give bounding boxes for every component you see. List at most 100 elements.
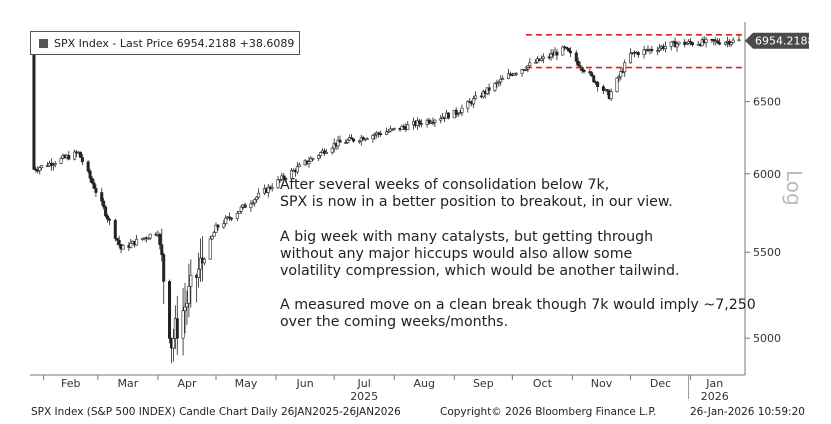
annotation-line-4: without any major hiccups would also all… (280, 246, 633, 262)
candle-body (295, 166, 299, 173)
candle-body (677, 41, 681, 45)
candle-body (197, 268, 201, 278)
candle-body (115, 238, 119, 241)
candle-body (501, 78, 505, 80)
candle-body (202, 258, 206, 264)
x-year-label: 2025 (350, 390, 378, 403)
candle-body (446, 112, 450, 119)
candle-body (319, 152, 323, 156)
candle-body (642, 49, 646, 56)
candle-body (210, 235, 214, 240)
candle-body (481, 91, 485, 98)
candle-body (561, 46, 565, 56)
candle-body (121, 245, 125, 250)
candle-body (605, 89, 609, 92)
annotation-line-1: After several weeks of consolidation bel… (280, 177, 610, 193)
candle-body (524, 68, 528, 71)
candle-body (499, 79, 503, 83)
footer-timestamp: 26-Jan-2026 10:59:20 (690, 406, 805, 418)
y-tick-label: 5500 (753, 246, 781, 259)
candle-body (51, 164, 55, 167)
candle-body (255, 196, 259, 200)
candle-body (371, 135, 375, 140)
candle-body (92, 182, 96, 189)
candle-body (59, 157, 63, 164)
y-tick-label: 5000 (753, 332, 781, 345)
legend: SPX Index - Last Price 6954.2188 +38.608… (30, 31, 300, 55)
candle-body (107, 218, 111, 221)
candle-body (222, 223, 226, 228)
candle-body (663, 46, 667, 49)
candle-body (580, 67, 584, 71)
candle-body (716, 40, 720, 44)
candle-body (497, 81, 501, 84)
candle-body (257, 192, 261, 198)
candle-body (243, 204, 247, 208)
candle-body (439, 118, 443, 121)
candle-body (183, 306, 187, 312)
candle-body (596, 81, 600, 88)
candle-body (346, 139, 350, 143)
candle-body (456, 113, 460, 116)
candle-body (317, 155, 321, 159)
candle-body (113, 219, 117, 239)
candle-body (567, 48, 571, 52)
candle-body (160, 244, 164, 255)
candle-body (723, 42, 727, 45)
candle-body (67, 155, 71, 160)
candle-body (619, 71, 623, 78)
x-tick-label: Jun (296, 377, 314, 390)
candle-body (402, 125, 406, 128)
candle-body (565, 46, 569, 49)
candle-body (38, 167, 42, 171)
x-tick-label: Nov (591, 377, 613, 390)
candle-body (266, 186, 270, 193)
x-tick-label: Jan (705, 377, 723, 390)
candle-body (650, 49, 654, 51)
candle-body (338, 139, 342, 143)
candle-body (214, 224, 218, 233)
x-tick-label: Feb (61, 377, 80, 390)
candle-body (253, 199, 257, 204)
candle-body (400, 125, 404, 130)
candle-body (94, 188, 98, 193)
candle-body (689, 41, 693, 44)
candle-body (212, 232, 216, 237)
annotation-line-6: A measured move on a clean break though … (280, 297, 756, 313)
candle-body (224, 217, 228, 225)
candle-body (237, 210, 241, 214)
candle-body (528, 62, 532, 67)
y-tick-label: 6500 (753, 96, 781, 109)
candle-body (433, 119, 437, 123)
candle-body (230, 217, 234, 220)
candle-body (737, 39, 741, 42)
footer-copyright: Copyright© 2026 Bloomberg Finance L.P. (440, 406, 657, 418)
x-tick-label: Apr (177, 377, 197, 390)
candle-body (506, 73, 510, 79)
candle-body (576, 60, 580, 66)
candle-body (239, 206, 243, 212)
candle-body (704, 38, 708, 43)
x-tick-label: Jul (357, 377, 371, 390)
candle-body (582, 70, 586, 72)
candle-body (419, 123, 423, 125)
candle-body (251, 202, 255, 205)
candle-body (135, 239, 139, 246)
candle-body (615, 77, 619, 93)
candle-body (636, 52, 640, 56)
candle-body (106, 215, 110, 220)
candle-body (675, 43, 679, 48)
x-tick-label: Mar (117, 377, 138, 390)
candle-body (460, 107, 464, 113)
candle-body (102, 200, 106, 208)
candle-body (278, 179, 282, 181)
candle-body (73, 151, 77, 160)
candle-body (249, 203, 253, 208)
candle-body (472, 98, 476, 105)
candle-body (129, 242, 133, 248)
candle-body (140, 238, 144, 240)
annotation-line-5: volatility compression, which would be a… (280, 263, 680, 279)
candle-body (175, 318, 179, 339)
annotation-line-2: SPX is now in a better position to break… (280, 194, 673, 210)
